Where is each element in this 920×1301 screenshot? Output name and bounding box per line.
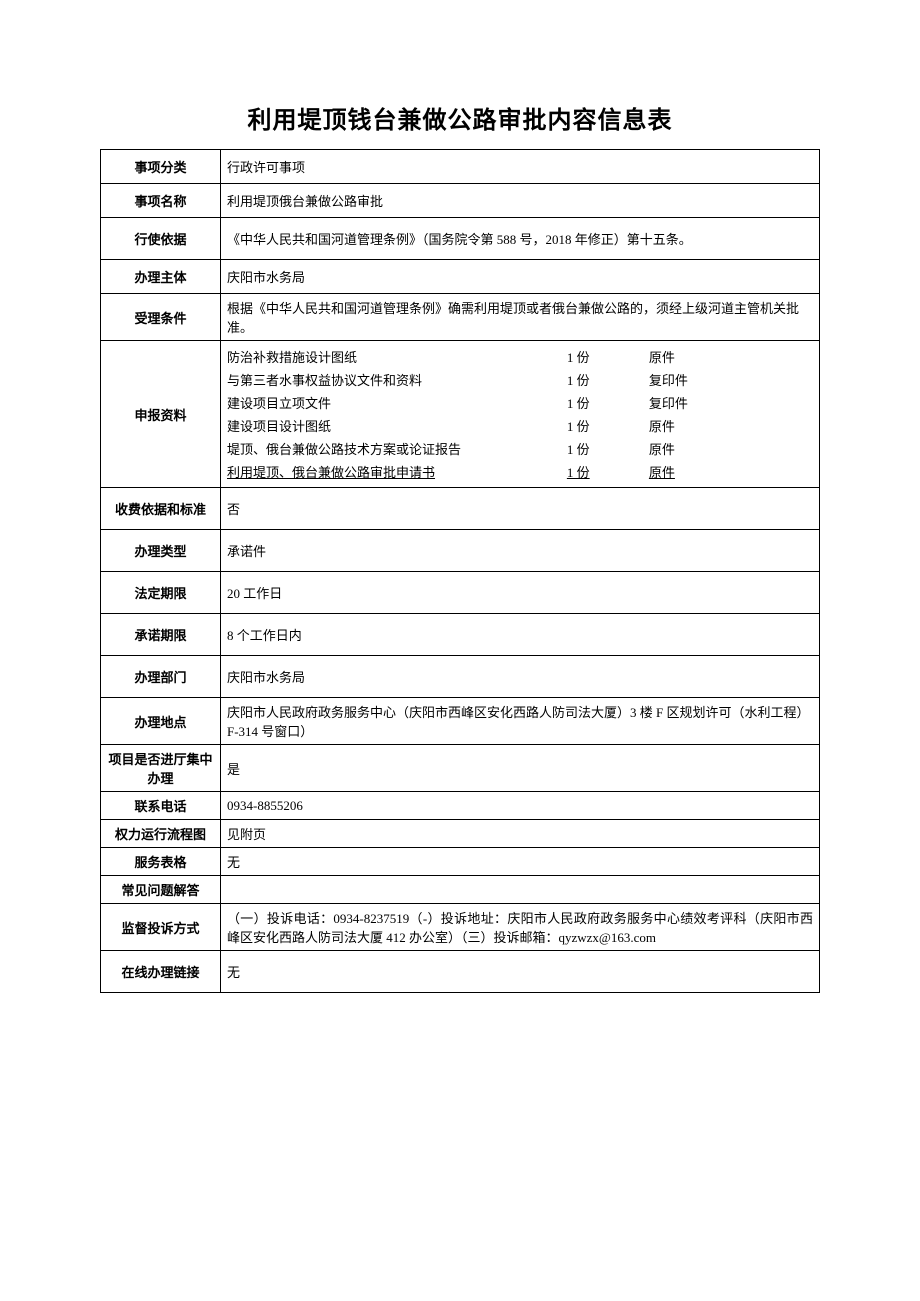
row-legalperiod-label: 法定期限 <box>101 572 221 614</box>
row-name-value: 利用堤顶俄台兼做公路审批 <box>221 184 820 218</box>
row-flowchart-label: 权力运行流程图 <box>101 820 221 848</box>
row-category-label: 事项分类 <box>101 150 221 184</box>
doc-type: 原件 <box>649 437 813 460</box>
doc-copies: 1 份 <box>567 460 649 483</box>
row-authority-label: 办理主体 <box>101 260 221 294</box>
row-fee-label: 收费依据和标准 <box>101 488 221 530</box>
row-proctype-value: 承诺件 <box>221 530 820 572</box>
row-complaint-label: 监督投诉方式 <box>101 904 221 951</box>
row-faq-label: 常见问题解答 <box>101 876 221 904</box>
table-row: 防治补救措施设计图纸 1 份 原件 <box>227 345 813 368</box>
table-row: 与第三者水事权益协议文件和资料 1 份 复印件 <box>227 368 813 391</box>
row-basis-label: 行使依据 <box>101 218 221 260</box>
row-phone-value: 0934-8855206 <box>221 792 820 820</box>
row-conditions-value: 根据《中华人民共和国河道管理条例》确需利用堤顶或者俄台兼做公路的，须经上级河道主… <box>221 294 820 341</box>
row-materials-value: 防治补救措施设计图纸 1 份 原件 与第三者水事权益协议文件和资料 1 份 复印… <box>221 341 820 488</box>
doc-name: 防治补救措施设计图纸 <box>227 345 567 368</box>
doc-copies: 1 份 <box>567 391 649 414</box>
table-row: 建设项目立项文件 1 份 复印件 <box>227 391 813 414</box>
row-online-label: 在线办理链接 <box>101 951 221 993</box>
table-row: 建设项目设计图纸 1 份 原件 <box>227 414 813 437</box>
row-category-value: 行政许可事项 <box>221 150 820 184</box>
table-row: 利用堤顶、俄台兼做公路审批申请书 1 份 原件 <box>227 460 813 483</box>
row-location-label: 办理地点 <box>101 698 221 745</box>
row-legalperiod-value: 20 工作日 <box>221 572 820 614</box>
row-basis-value: 《中华人民共和国河道管理条例》（国务院令第 588 号，2018 年修正）第十五… <box>221 218 820 260</box>
doc-name: 堤顶、俄台兼做公路技术方案或论证报告 <box>227 437 567 460</box>
row-fee-value: 否 <box>221 488 820 530</box>
row-forms-label: 服务表格 <box>101 848 221 876</box>
row-proctype-label: 办理类型 <box>101 530 221 572</box>
row-authority-value: 庆阳市水务局 <box>221 260 820 294</box>
table-row: 堤顶、俄台兼做公路技术方案或论证报告 1 份 原件 <box>227 437 813 460</box>
doc-type: 原件 <box>649 414 813 437</box>
row-complaint-value: （一）投诉电话：0934-8237519（-）投诉地址：庆阳市人民政府政务服务中… <box>221 904 820 951</box>
doc-type: 原件 <box>649 460 813 483</box>
row-faq-value <box>221 876 820 904</box>
row-dept-value: 庆阳市水务局 <box>221 656 820 698</box>
doc-name: 建设项目设计图纸 <box>227 414 567 437</box>
row-promiseperiod-value: 8 个工作日内 <box>221 614 820 656</box>
doc-copies: 1 份 <box>567 437 649 460</box>
row-centralized-value: 是 <box>221 745 820 792</box>
doc-copies: 1 份 <box>567 368 649 391</box>
row-flowchart-value: 见附页 <box>221 820 820 848</box>
doc-copies: 1 份 <box>567 345 649 368</box>
row-dept-label: 办理部门 <box>101 656 221 698</box>
row-phone-label: 联系电话 <box>101 792 221 820</box>
doc-name: 建设项目立项文件 <box>227 391 567 414</box>
row-location-value: 庆阳市人民政府政务服务中心（庆阳市西峰区安化西路人防司法大厦）3 楼 F 区规划… <box>221 698 820 745</box>
doc-name: 利用堤顶、俄台兼做公路审批申请书 <box>227 460 567 483</box>
doc-name: 与第三者水事权益协议文件和资料 <box>227 368 567 391</box>
materials-list: 防治补救措施设计图纸 1 份 原件 与第三者水事权益协议文件和资料 1 份 复印… <box>227 345 813 483</box>
row-online-value: 无 <box>221 951 820 993</box>
row-promiseperiod-label: 承诺期限 <box>101 614 221 656</box>
doc-type: 原件 <box>649 345 813 368</box>
row-centralized-label: 项目是否进厅集中办理 <box>101 745 221 792</box>
row-conditions-label: 受理条件 <box>101 294 221 341</box>
info-table: 事项分类 行政许可事项 事项名称 利用堤顶俄台兼做公路审批 行使依据 《中华人民… <box>100 149 820 993</box>
row-name-label: 事项名称 <box>101 184 221 218</box>
row-forms-value: 无 <box>221 848 820 876</box>
doc-type: 复印件 <box>649 368 813 391</box>
row-materials-label: 申报资料 <box>101 341 221 488</box>
page-title: 利用堤顶钱台兼做公路审批内容信息表 <box>100 100 820 135</box>
doc-type: 复印件 <box>649 391 813 414</box>
doc-copies: 1 份 <box>567 414 649 437</box>
